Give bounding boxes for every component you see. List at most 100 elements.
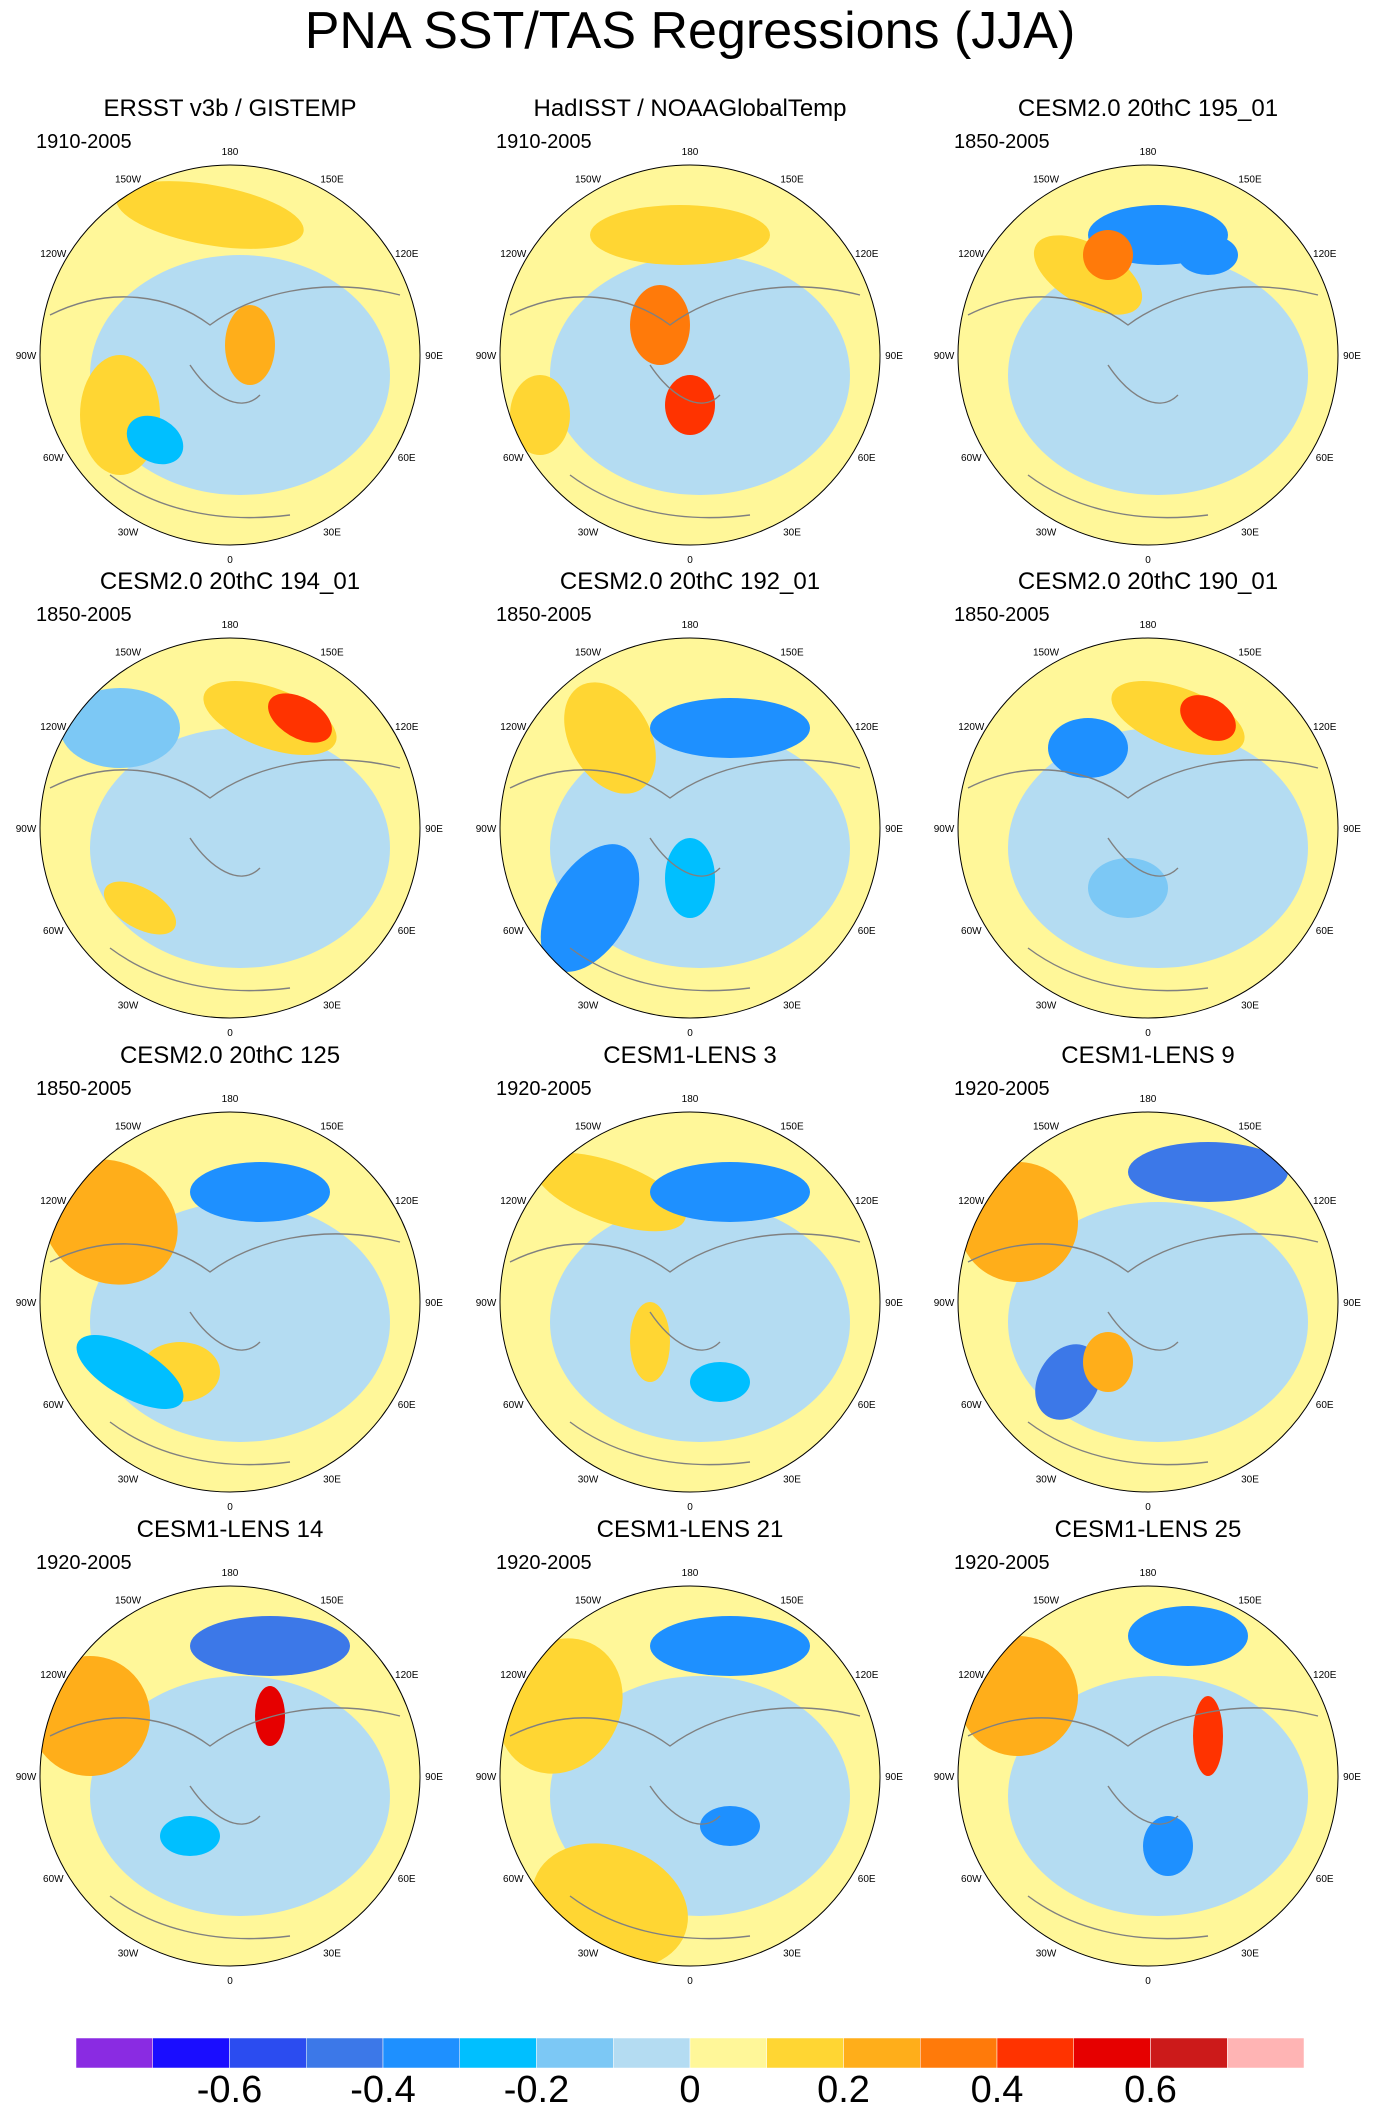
coastline	[509, 759, 861, 992]
longitude-label: 60W	[43, 1400, 64, 1411]
longitude-label: 90E	[885, 1772, 903, 1783]
longitude-label: 120W	[500, 249, 527, 260]
longitude-label: 120E	[855, 1670, 879, 1681]
longitude-label: 180	[682, 1094, 699, 1105]
longitude-label: 0	[227, 555, 233, 566]
anomaly-field	[564, 682, 656, 794]
longitude-label: 60W	[43, 453, 64, 464]
longitude-label: 30W	[578, 528, 599, 539]
panel-period: 1910-2005	[36, 131, 132, 153]
panel-title: HadISST / NOAAGlobalTemp	[533, 95, 847, 122]
colorbar	[76, 2038, 1304, 2068]
longitude-label: 90E	[425, 824, 443, 835]
longitude-label: 180	[222, 1568, 239, 1579]
longitude-label: 60W	[503, 453, 524, 464]
colorbar-tick-label: 0.2	[817, 2069, 870, 2111]
anomaly-field	[1083, 230, 1133, 280]
longitude-label: 120W	[500, 1196, 527, 1207]
polar-stereographic-map: 180 150E 120E 90E 60E 30E 0 30W 60W 90W 120W 150W	[476, 620, 904, 1039]
colorbar-swatch	[920, 2038, 998, 2068]
map-boundary	[957, 1585, 1339, 1967]
longitude-label: 150E	[320, 647, 344, 658]
map-boundary	[957, 637, 1339, 1019]
anomaly-field	[630, 285, 690, 365]
longitude-label: 90E	[1343, 824, 1361, 835]
anomaly-field	[1128, 1142, 1288, 1202]
longitude-label: 60W	[961, 1400, 982, 1411]
colorbar-swatch	[459, 2038, 537, 2068]
anomaly-field	[650, 698, 810, 758]
longitude-label: 0	[1145, 1502, 1151, 1513]
map-panel: 180 150E 120E 90E 60E 30E 0 30W 60W 90W 120W 150W CE…	[460, 568, 920, 1042]
longitude-label: 150E	[1238, 1595, 1262, 1606]
longitude-label: 120E	[855, 249, 879, 260]
coastline	[967, 286, 1319, 519]
longitude-label: 90W	[934, 351, 955, 362]
longitude-label: 150W	[115, 647, 142, 658]
longitude-label: 120W	[500, 722, 527, 733]
longitude-label: 30E	[783, 1949, 801, 1960]
longitude-label: 60E	[1316, 1400, 1334, 1411]
map-boundary	[957, 164, 1339, 546]
longitude-label: 90E	[1343, 1298, 1361, 1309]
longitude-label: 150E	[780, 1595, 804, 1606]
anomaly-field	[160, 1816, 220, 1856]
longitude-label: 60W	[43, 1874, 64, 1885]
longitude-label: 0	[227, 1502, 233, 1513]
anomaly-field	[510, 375, 570, 455]
anomaly-field	[550, 255, 850, 495]
anomaly-field	[76, 1335, 184, 1409]
longitude-label: 60E	[398, 926, 416, 937]
anomaly-field	[550, 1202, 850, 1442]
longitude-label: 60W	[961, 1874, 982, 1885]
longitude-label: 60W	[43, 926, 64, 937]
anomaly-field	[60, 688, 180, 768]
anomaly-field	[1128, 1606, 1248, 1666]
longitude-label: 90W	[476, 1772, 497, 1783]
longitude-label: 30E	[323, 1949, 341, 1960]
longitude-label: 120E	[1313, 722, 1337, 733]
anomaly-field	[190, 1162, 330, 1222]
colorbar-swatch	[689, 2038, 767, 2068]
map-boundary	[499, 164, 881, 546]
anomaly-field	[630, 1302, 670, 1382]
longitude-label: 60E	[1316, 1874, 1334, 1885]
longitude-label: 90E	[885, 1298, 903, 1309]
longitude-label: 90W	[934, 1298, 955, 1309]
longitude-label: 30W	[1036, 528, 1057, 539]
panel-period: 1910-2005	[496, 131, 592, 153]
polar-stereographic-map: 180 150E 120E 90E 60E 30E 0 30W 60W 90W 120W 150W	[16, 1094, 444, 1513]
longitude-label: 150E	[780, 174, 804, 185]
longitude-label: 120W	[40, 249, 67, 260]
polar-stereographic-map: 180 150E 120E 90E 60E 30E 0 30W 60W 90W 120W 150W	[16, 147, 444, 566]
panel-title: CESM2.0 20thC 190_01	[1017, 568, 1279, 595]
longitude-label: 90E	[885, 351, 903, 362]
panel-title: CESM2.0 20thC 125	[119, 1042, 341, 1069]
anomaly-field	[690, 1362, 750, 1402]
panel-period: 1920-2005	[36, 1552, 132, 1574]
colorbar-tick-label: 0.6	[1124, 2069, 1177, 2111]
panel-title: CESM1-LENS 14	[136, 1516, 324, 1543]
longitude-label: 60E	[1316, 453, 1334, 464]
panel-period: 1850-2005	[496, 604, 592, 626]
longitude-label: 30W	[118, 1949, 139, 1960]
panel-title: CESM1-LENS 21	[596, 1516, 784, 1543]
coastline	[49, 1233, 401, 1466]
longitude-label: 30W	[1036, 1949, 1057, 1960]
longitude-label: 60E	[398, 1400, 416, 1411]
longitude-label: 60W	[503, 926, 524, 937]
figure-title: PNA SST/TAS Regressions (JJA)	[304, 2, 1076, 60]
coastline	[509, 1233, 861, 1466]
colorbar-swatch	[306, 2038, 384, 2068]
coastline	[967, 1707, 1319, 1940]
anomaly-field	[190, 1616, 350, 1676]
longitude-label: 30E	[323, 1475, 341, 1486]
anomaly-field	[650, 1616, 810, 1676]
longitude-label: 180	[1140, 147, 1157, 158]
longitude-label: 90W	[934, 1772, 955, 1783]
longitude-label: 30E	[783, 528, 801, 539]
map-boundary	[39, 1111, 421, 1493]
polar-stereographic-map: 180 150E 120E 90E 60E 30E 0 30W 60W 90W 120W 150W	[934, 1568, 1362, 1987]
anomaly-field	[540, 844, 640, 972]
map-boundary	[39, 637, 421, 1019]
